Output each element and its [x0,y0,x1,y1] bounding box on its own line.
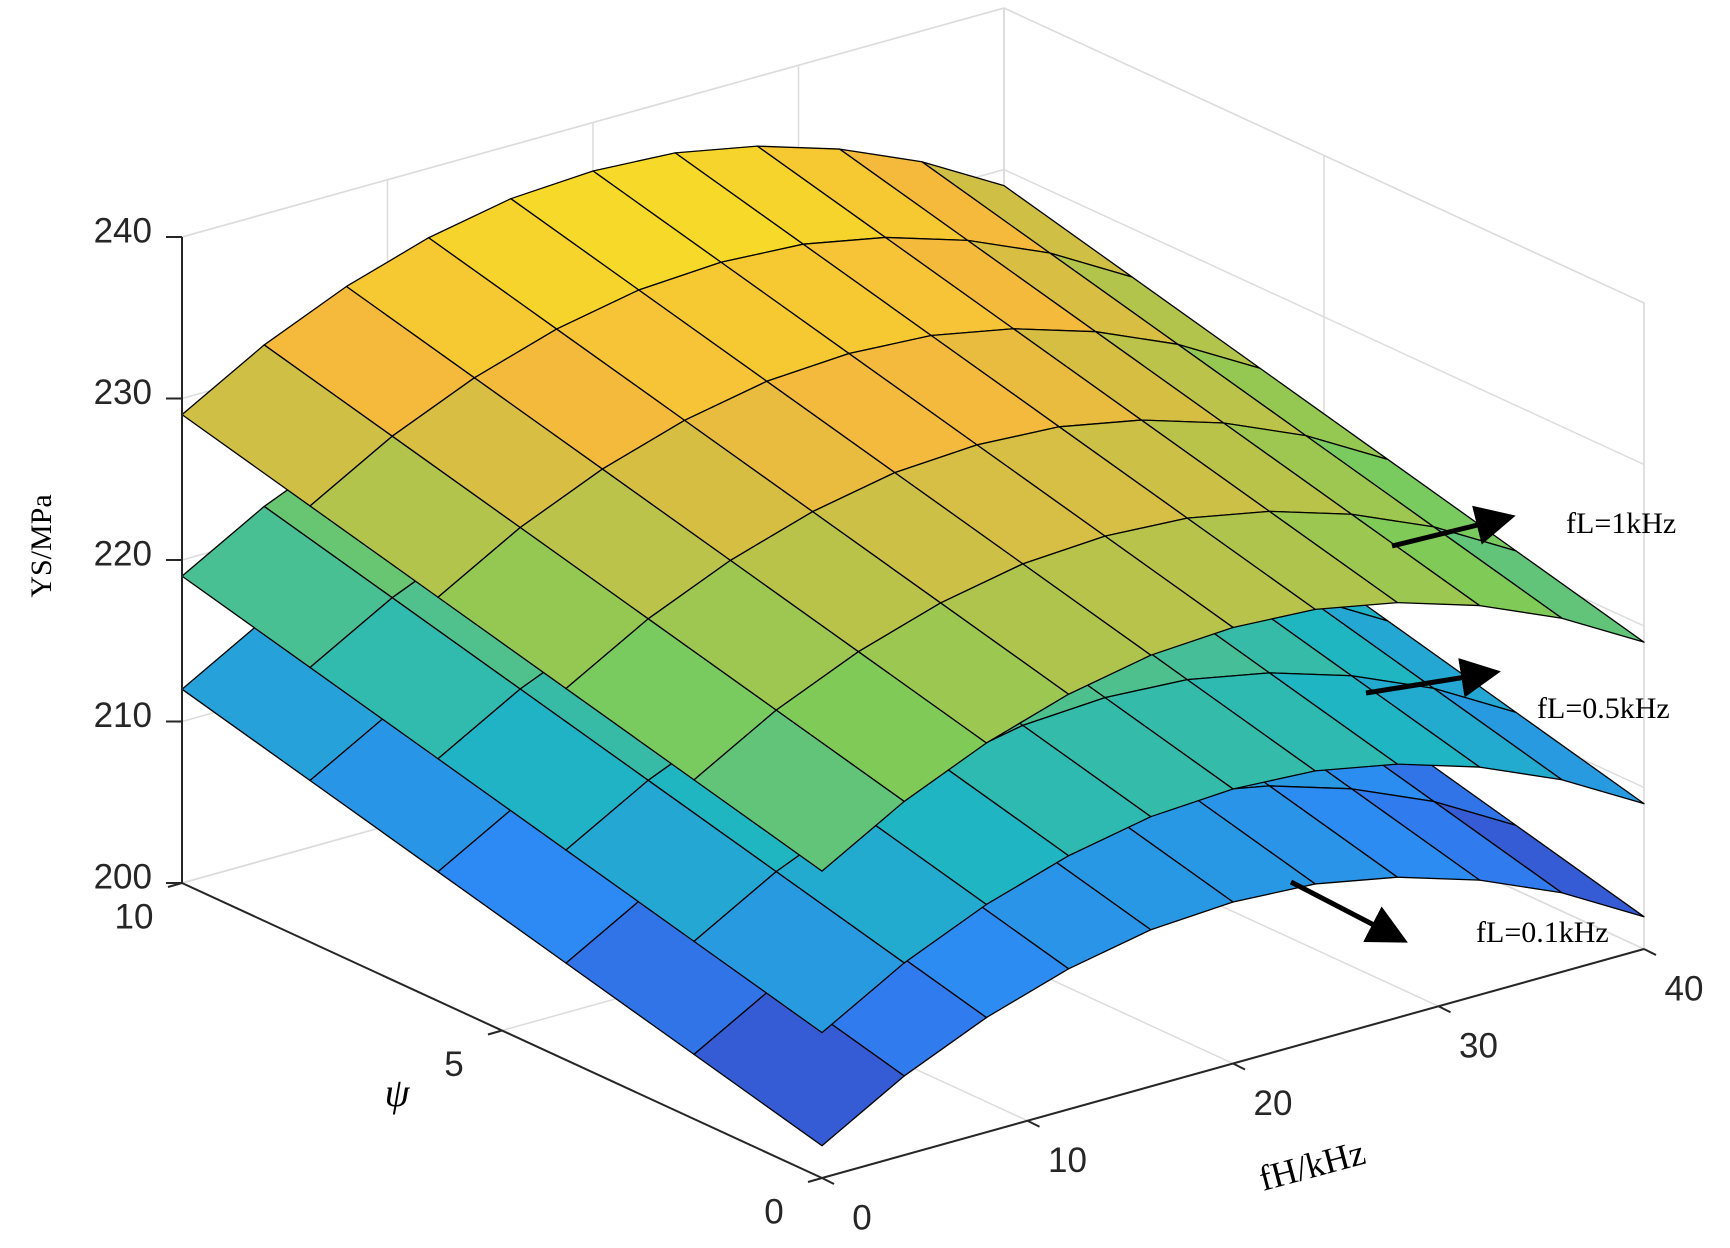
z-axis-label: YS/MPa [25,494,58,597]
x-tick-label: 40 [1665,969,1704,1008]
series-annotation: fL=0.1kHz [1476,916,1609,949]
y-tick-label: 5 [444,1045,463,1084]
x-axis-label: fH/kHz [1255,1132,1370,1199]
x-tick [1027,1119,1040,1128]
axes: 200 210 220 230 240 0 10 20 30 40 0 5 10 [94,211,1704,1237]
x-tick [1438,1005,1451,1014]
surface-patch [693,870,905,1034]
x-tick [1643,948,1657,956]
z-tick-label: 200 [94,857,152,896]
y-tick [167,882,183,888]
surface-patch [693,709,905,872]
x-tick-label: 30 [1459,1027,1498,1066]
y-tick [807,1177,823,1183]
x-tick-label: 0 [852,1198,871,1237]
x-tick [821,1177,835,1185]
y-axis-label: ψ [385,1070,411,1115]
z-tick-label: 240 [94,211,152,250]
z-tick-label: 230 [94,373,152,412]
y-tick [487,1029,503,1036]
series-annotation: fL=1kHz [1566,507,1676,540]
surfaces [181,145,1645,1147]
arrow [1391,505,1516,549]
z-tick-label: 210 [94,696,152,735]
z-tick-label: 220 [94,534,152,573]
x-tick-label: 10 [1048,1141,1087,1180]
x-tick-label: 20 [1254,1084,1293,1123]
arrow [1289,879,1408,943]
arrow [1365,657,1501,698]
x-tick [1232,1062,1246,1071]
series-annotation: fL=0.5kHz [1537,692,1670,725]
y-tick-label: 0 [764,1192,783,1231]
y-tick-label: 10 [115,897,154,936]
